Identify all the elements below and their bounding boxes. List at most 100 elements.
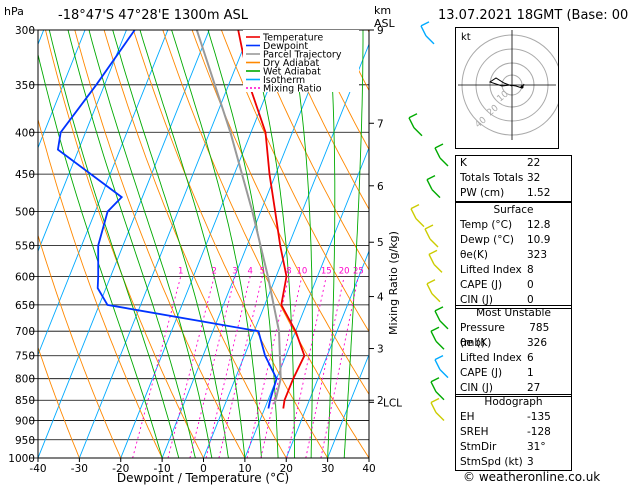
isotherm-line [38, 30, 169, 356]
wind-barb [426, 283, 433, 295]
wind-barb [428, 249, 438, 255]
mixing-ratio-line [320, 276, 359, 458]
wind-barb [430, 326, 440, 332]
wind-barb [408, 113, 418, 119]
mixing-ratio-line [218, 276, 263, 458]
wind-barb [413, 127, 423, 137]
wet-adiabat [88, 30, 213, 458]
mixing-ratio-line [260, 276, 303, 458]
dry-adiabat [279, 30, 369, 211]
lcl-label: LCL [383, 397, 402, 409]
surface-row: CIN (J) 0 [460, 294, 534, 306]
hodograph-trace [488, 77, 525, 89]
km-tick-label: 5 [377, 237, 384, 249]
mixing-ratio-label: 3 [232, 266, 237, 276]
dry-adiabat [38, 346, 80, 458]
most-unstable-row: CAPE (J) 1 [460, 367, 534, 379]
wet-adiabat [48, 30, 180, 458]
wind-barb [435, 412, 445, 422]
wet-adiabat [139, 30, 246, 458]
most-unstable-row: Pressure (mb) 785 [460, 322, 550, 349]
mixing-ratio-label: 4 [248, 266, 253, 276]
surface-title: Surface [493, 204, 534, 216]
temp-tick-label: 20 [280, 463, 293, 475]
mixing-ratio-labels: 1 2 3 4 5 8 10 15 20 25 [178, 266, 364, 276]
wind-barb [435, 391, 445, 401]
pressure-tick-label: 700 [15, 326, 35, 338]
wet-adiabat [38, 52, 163, 458]
isotherm-line [285, 249, 369, 458]
wind-barb [439, 369, 449, 379]
mixing-ratio-line [205, 276, 251, 458]
dry-adiabat [250, 30, 369, 271]
km-tick-label: 3 [377, 344, 384, 356]
indices-row: K 22 [460, 157, 541, 169]
hodograph-unit-label: kt [461, 32, 471, 43]
series-dewpoint [56, 30, 278, 409]
indices-row: PW (cm) 1.52 [460, 187, 551, 199]
dry-adiabat [38, 117, 163, 458]
wind-barb [425, 35, 435, 45]
profile-lines [56, 30, 306, 409]
mixing-ratio-label: 10 [296, 266, 307, 276]
wind-barb [408, 117, 415, 129]
temp-tick-label: -20 [112, 463, 129, 475]
pressure-tick-label: 400 [15, 127, 35, 139]
pressure-tick-label: 500 [15, 207, 35, 219]
mixing-ratio-line [286, 276, 327, 458]
most-unstable-row: Lifted Index 6 [460, 352, 534, 364]
isotherm-line [78, 30, 252, 458]
pressure-tick-label: 900 [15, 416, 35, 428]
wind-barb [435, 340, 445, 350]
wind-barb [415, 218, 425, 228]
dry-adiabat [103, 30, 287, 458]
mixing-ratio-label: 5 [260, 266, 265, 276]
dry-adiabat [162, 30, 369, 458]
most-unstable-row: CIN (J) 27 [460, 382, 541, 394]
pressure-tick-label: 450 [15, 169, 35, 181]
legend-label: Parcel Trajectory [263, 50, 342, 61]
most-unstable-table: Most Unstable Pressure (mb) 785 θe (K) 326… [455, 305, 572, 397]
pressure-tick-label: 300 [15, 25, 35, 37]
credit-link[interactable]: © weatheronline.co.uk [463, 470, 601, 484]
hodograph-table-row: EH -135 [460, 411, 551, 423]
wet-adiabat [289, 30, 313, 458]
legend-label: Temperature [262, 33, 323, 44]
temp-tick-label: 40 [362, 463, 375, 475]
wind-barb [430, 381, 437, 393]
pressure-tick-label: 600 [15, 271, 35, 283]
mixing-ratio-line [132, 276, 182, 458]
mixing-ratio-line [167, 276, 215, 458]
wind-barb [428, 254, 435, 265]
surface-table: Surface Temp (°C) 12.8 Dewp (°C) 10.9 θe(K… [455, 202, 572, 309]
hodograph-table-row: StmDir 31° [460, 441, 546, 453]
km-tick-label: 9 [377, 25, 384, 37]
pressure-tick-label: 950 [15, 435, 35, 447]
indices-table: K 22 Totals Totals 32 PW (cm) 1.52 [455, 155, 572, 202]
most-unstable-title: Most Unstable [476, 307, 551, 319]
wind-barb [426, 179, 433, 190]
isotherm-line [244, 146, 369, 458]
mixing-ratio-label: 15 [321, 266, 332, 276]
isotherm-line [327, 353, 369, 458]
wind-barb [434, 147, 441, 159]
dry-adiabat [74, 30, 246, 458]
wind-barb [434, 359, 441, 370]
location-title: -18°47'S 47°28'E 1300m ASL [58, 8, 249, 23]
wind-barb [434, 355, 444, 361]
wet-adiabat [247, 30, 296, 458]
wind-barb [410, 204, 420, 210]
isotherm-line [38, 30, 86, 149]
hodograph-plot: kt 40 20 10 [458, 30, 563, 140]
legend-label: Isotherm [263, 75, 305, 86]
pressure-tick-label: 850 [15, 395, 35, 407]
temp-tick-label: -10 [154, 463, 171, 475]
background-lines [38, 30, 369, 458]
km-tick-label: 7 [377, 118, 384, 130]
wet-adiabat [112, 30, 229, 458]
surface-row: CAPE (J) 0 [460, 279, 534, 291]
hpa-unit-label: hPa [4, 5, 24, 18]
wind-barb [420, 21, 430, 27]
surface-row: Temp (°C) 12.8 [460, 219, 551, 231]
